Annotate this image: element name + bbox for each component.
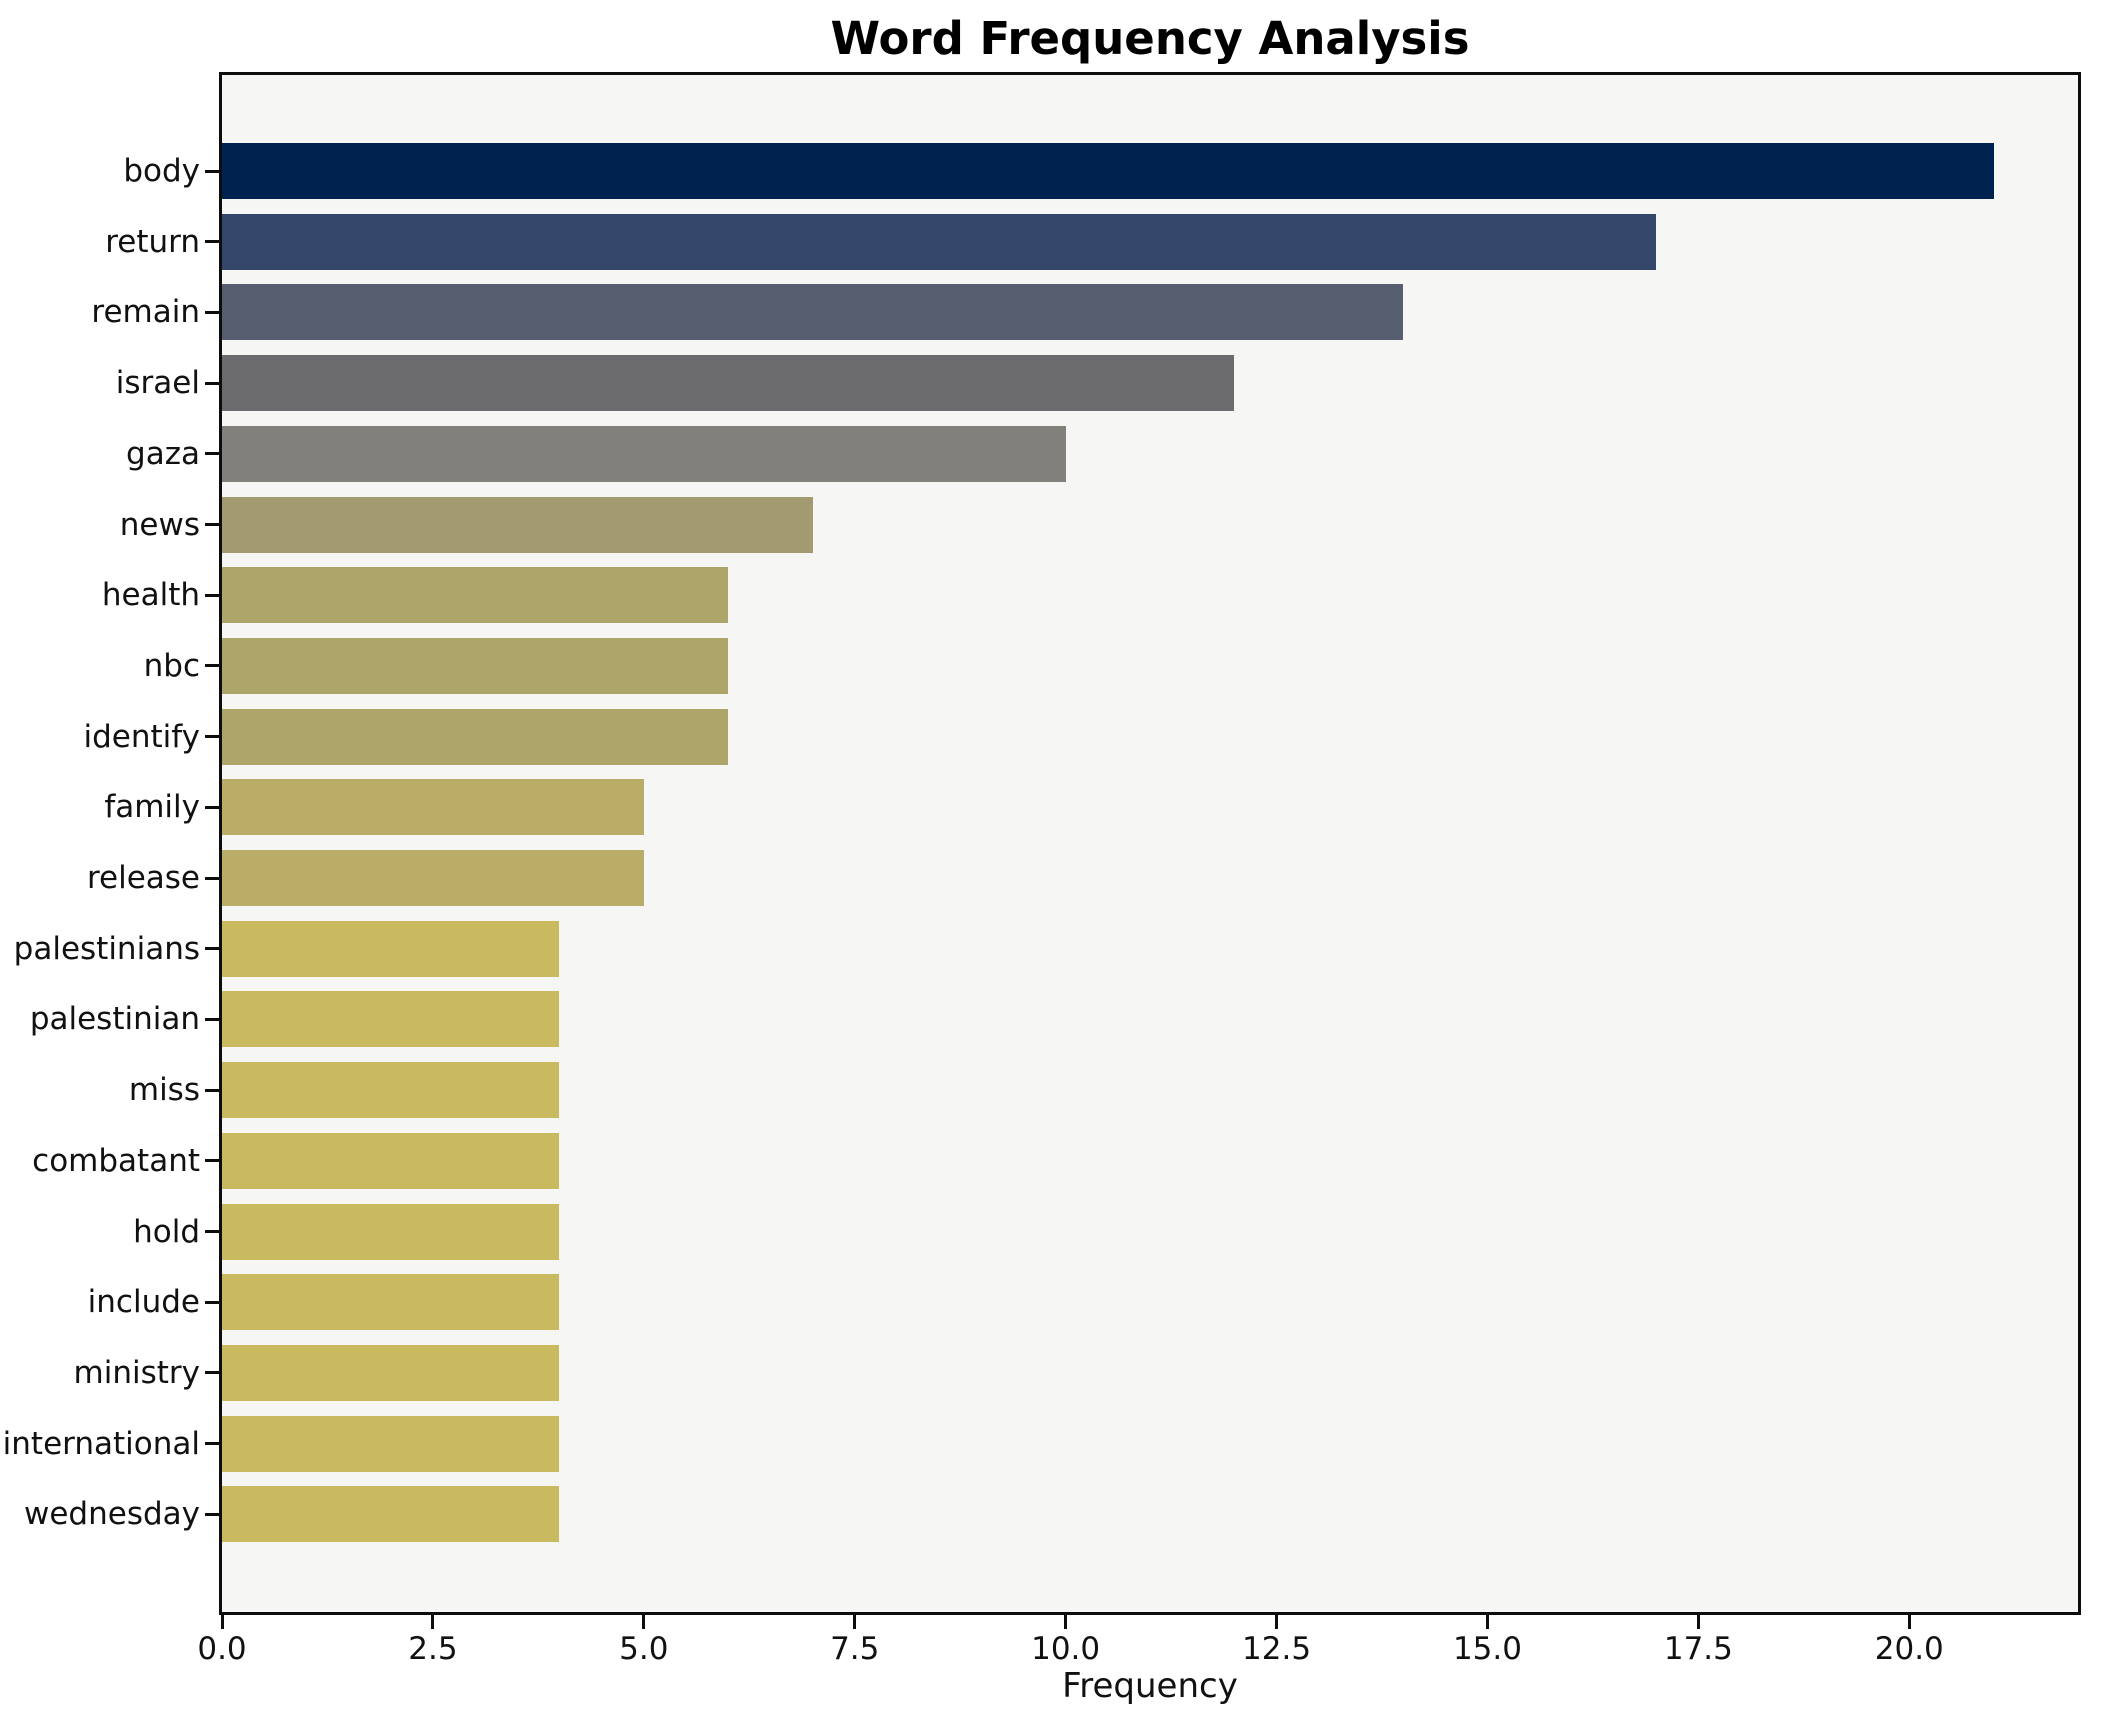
bar-body — [222, 143, 1994, 199]
x-tick — [220, 1615, 224, 1629]
chart-title: Word Frequency Analysis — [830, 12, 1470, 65]
y-axis-label: release — [86, 860, 200, 896]
y-axis-label: hold — [133, 1213, 200, 1250]
y-tick — [205, 1512, 219, 1516]
y-axis-label: combatant — [32, 1142, 200, 1179]
y-tick — [205, 947, 219, 951]
x-tick-label: 0.0 — [197, 1631, 247, 1667]
y-axis-label: international — [2, 1425, 200, 1462]
x-tick — [431, 1615, 435, 1629]
y-tick — [205, 1159, 219, 1163]
y-tick — [205, 664, 219, 668]
x-axis-title: Frequency — [1062, 1666, 1238, 1706]
bar-identify — [222, 708, 729, 765]
x-tick — [1485, 1615, 1489, 1629]
x-tick — [1064, 1615, 1068, 1629]
y-tick — [205, 523, 219, 526]
y-tick — [205, 1230, 219, 1233]
y-tick — [205, 310, 219, 314]
y-tick — [205, 735, 219, 739]
y-axis-label: palestinians — [13, 930, 200, 967]
x-tick-label: 7.5 — [830, 1631, 880, 1667]
x-tick-label: 12.5 — [1242, 1631, 1312, 1667]
bar-palestinian — [222, 991, 560, 1048]
y-tick — [205, 1442, 219, 1446]
y-tick — [205, 1017, 219, 1021]
y-tick — [205, 876, 219, 880]
y-axis-label: body — [123, 153, 200, 189]
bar-combatant — [222, 1132, 560, 1189]
y-axis-label: gaza — [126, 435, 200, 472]
x-tick-label: 15.0 — [1452, 1631, 1522, 1667]
bar-ministry — [222, 1344, 560, 1401]
x-tick — [1907, 1615, 1911, 1629]
y-tick — [205, 1088, 219, 1092]
x-tick-label: 20.0 — [1874, 1631, 1944, 1667]
x-tick — [642, 1615, 646, 1629]
bar-wednesday — [222, 1486, 560, 1543]
plot-area — [219, 72, 2081, 1615]
bar-miss — [222, 1062, 560, 1119]
bar-return — [222, 213, 1657, 270]
bar-health — [222, 567, 729, 624]
x-tick-label: 10.0 — [1031, 1631, 1101, 1667]
y-tick — [205, 169, 219, 173]
x-tick-label: 5.0 — [619, 1631, 669, 1667]
bar-israel — [222, 355, 1235, 412]
y-axis-label: israel — [115, 365, 200, 402]
y-axis-label: miss — [128, 1072, 200, 1109]
bar-international — [222, 1415, 560, 1472]
y-tick — [205, 593, 219, 597]
y-axis-label: health — [101, 577, 200, 614]
bar-nbc — [222, 637, 729, 694]
y-axis-label: identify — [83, 718, 201, 755]
bar-remain — [222, 284, 1404, 341]
bar-family — [222, 779, 644, 836]
y-tick — [205, 452, 219, 456]
bar-gaza — [222, 425, 1066, 482]
y-axis-label: remain — [91, 294, 200, 331]
bar-include — [222, 1274, 560, 1331]
bar-release — [222, 850, 644, 906]
y-axis-label: ministry — [73, 1354, 200, 1391]
y-axis-label: news — [119, 506, 200, 543]
x-tick — [1696, 1615, 1700, 1629]
bar-news — [222, 496, 813, 553]
y-axis-label: wednesday — [24, 1496, 200, 1533]
bar-hold — [222, 1203, 560, 1260]
y-axis-label: nbc — [143, 647, 200, 684]
y-axis-label: palestinian — [29, 1001, 200, 1038]
x-tick — [1275, 1615, 1279, 1629]
y-tick — [205, 381, 219, 385]
y-tick — [205, 1300, 219, 1304]
y-axis-label: family — [104, 789, 200, 826]
x-tick-label: 2.5 — [408, 1631, 458, 1667]
y-axis-label: return — [105, 223, 200, 260]
x-tick — [853, 1615, 857, 1629]
y-tick — [205, 240, 219, 244]
y-axis-label: include — [87, 1284, 200, 1321]
y-tick — [205, 1371, 219, 1375]
y-tick — [205, 805, 219, 809]
x-tick-label: 17.5 — [1663, 1631, 1733, 1667]
bar-palestinians — [222, 920, 560, 977]
